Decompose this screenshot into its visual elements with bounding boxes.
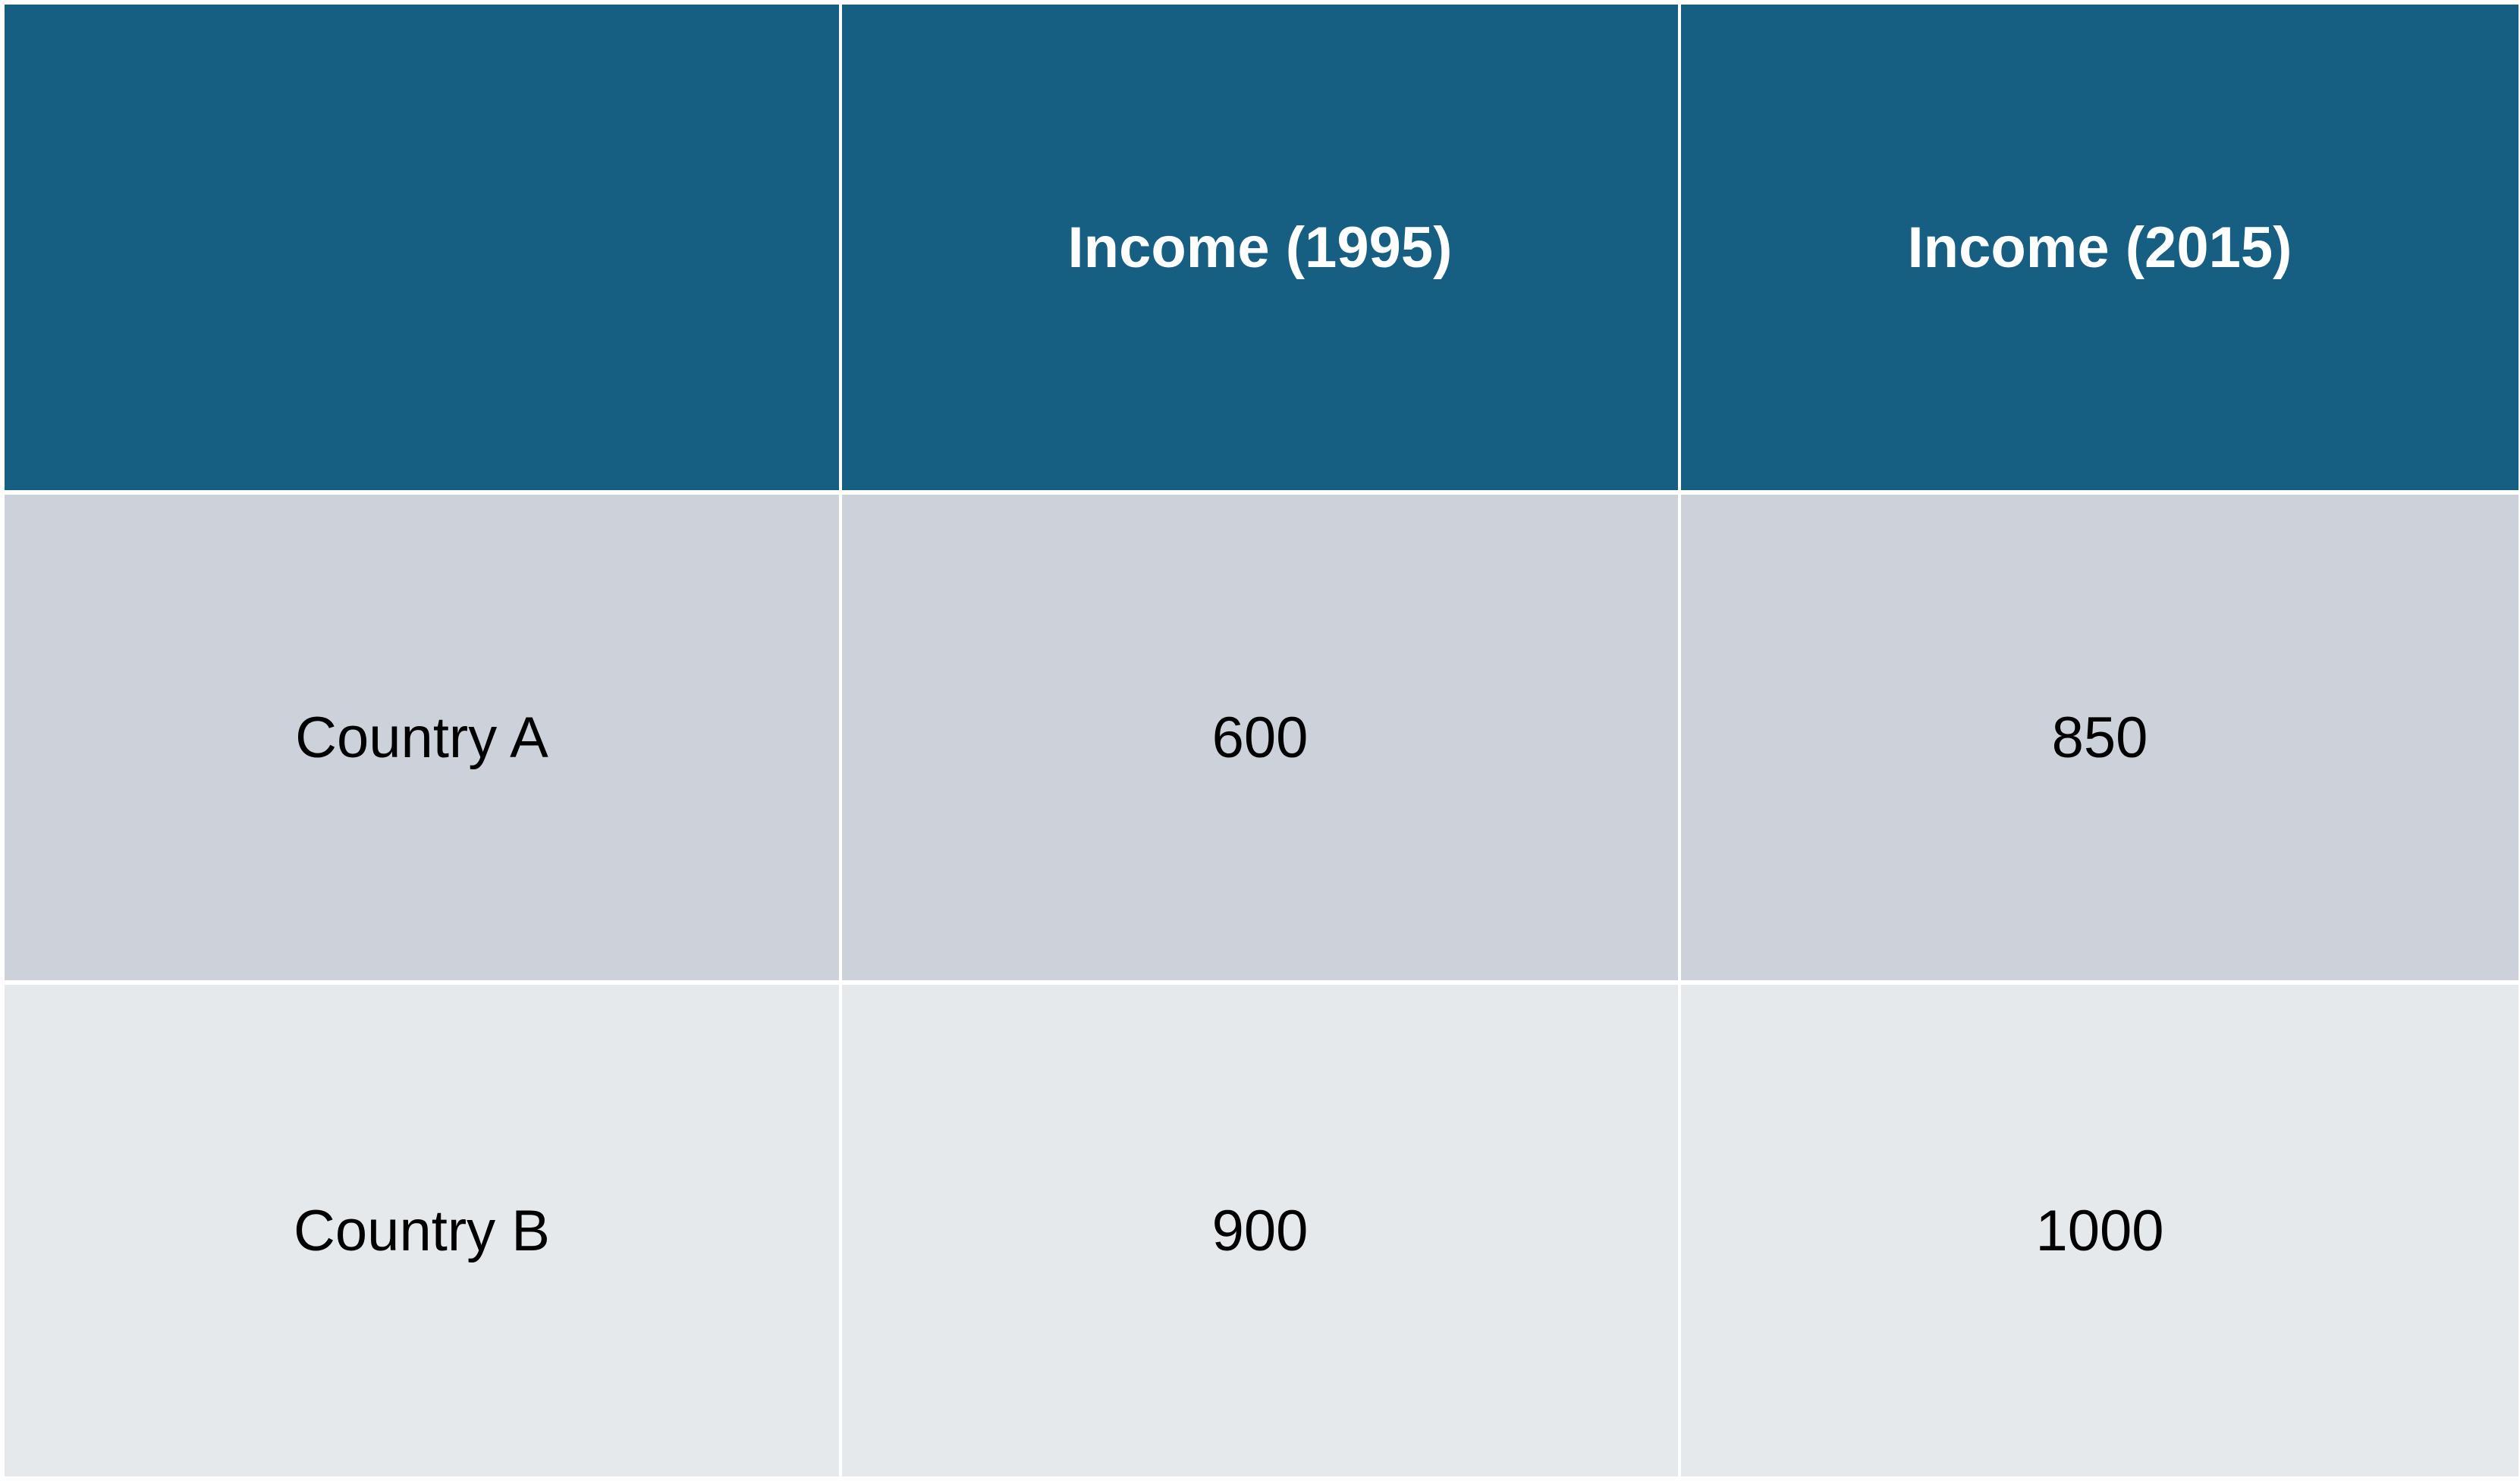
cell-country-b-2015: 1000 (1681, 985, 2518, 1476)
header-cell-blank (5, 5, 839, 490)
cell-country-a-2015: 850 (1681, 495, 2518, 980)
cell-country-a-1995: 600 (842, 495, 1678, 980)
income-table: Income (1995) Income (2015) Country A 60… (5, 5, 2518, 1476)
row-label-country-b: Country B (5, 985, 839, 1476)
row-label-country-a: Country A (5, 495, 839, 980)
header-cell-income-2015: Income (2015) (1681, 5, 2518, 490)
cell-country-b-1995: 900 (842, 985, 1678, 1476)
header-cell-income-1995: Income (1995) (842, 5, 1678, 490)
